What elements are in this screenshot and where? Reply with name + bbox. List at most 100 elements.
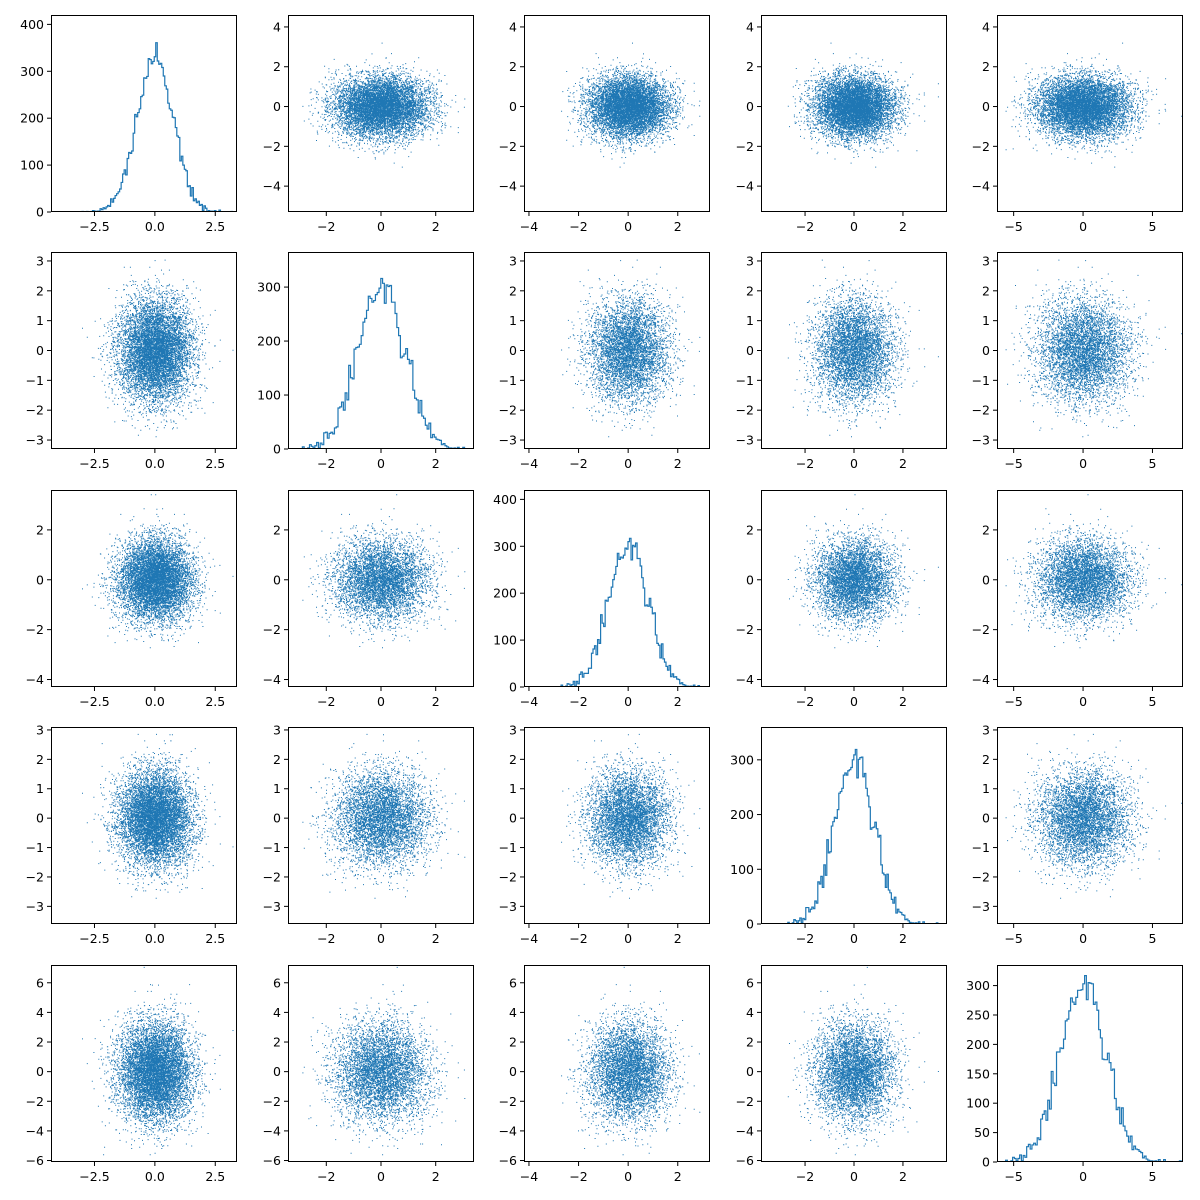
y-tick-label: 0 bbox=[273, 811, 281, 826]
y-tick-label: −4 bbox=[972, 179, 990, 194]
x-tick-label: −2 bbox=[317, 931, 335, 946]
y-tick-label: 300 bbox=[966, 978, 990, 993]
y-tick-label: 0 bbox=[746, 99, 754, 114]
x-tick-label: 2 bbox=[899, 219, 907, 234]
x-tick-label: −5 bbox=[1004, 694, 1022, 709]
y-tick-label: −2 bbox=[263, 622, 281, 637]
y-tick-label: 2 bbox=[982, 59, 990, 74]
scatter-points bbox=[561, 43, 714, 168]
x-tick-label: −2 bbox=[569, 694, 587, 709]
y-tick-label: 2 bbox=[36, 1035, 44, 1050]
y-tick-label: −2 bbox=[972, 622, 990, 637]
x-tick-label: −4 bbox=[520, 694, 538, 709]
x-tick-label: 0 bbox=[377, 694, 385, 709]
x-tick-label: −4 bbox=[520, 456, 538, 471]
y-tick-label: −3 bbox=[736, 433, 754, 448]
y-tick-label: 0 bbox=[273, 1064, 281, 1079]
y-tick-label: 6 bbox=[746, 975, 754, 990]
x-tick-label: 0 bbox=[377, 456, 385, 471]
x-tick-label: 0 bbox=[850, 931, 858, 946]
y-tick-label: 2 bbox=[746, 283, 754, 298]
y-tick-label: 6 bbox=[273, 975, 281, 990]
x-tick-label: 0.0 bbox=[145, 931, 165, 946]
y-tick-label: 4 bbox=[746, 1005, 754, 1020]
x-tick-label: 0 bbox=[850, 456, 858, 471]
y-tick-label: 0 bbox=[746, 572, 754, 587]
x-tick-label: −2 bbox=[796, 219, 814, 234]
x-tick-label: 5 bbox=[1148, 1169, 1156, 1184]
axes-frame bbox=[525, 491, 710, 687]
x-tick-label: 0 bbox=[1079, 219, 1087, 234]
scatter-points bbox=[788, 43, 939, 168]
x-tick-label: 5 bbox=[1148, 931, 1156, 946]
y-tick-label: 3 bbox=[509, 253, 517, 268]
y-tick-label: 150 bbox=[966, 1066, 990, 1081]
y-tick-label: −4 bbox=[499, 1123, 517, 1138]
x-tick-label: 0 bbox=[850, 1169, 858, 1184]
histogram-outline bbox=[82, 43, 232, 212]
x-tick-label: −2 bbox=[796, 456, 814, 471]
y-tick-label: 200 bbox=[20, 111, 44, 126]
x-tick-label: 2.5 bbox=[205, 931, 225, 946]
x-tick-label: −4 bbox=[520, 1169, 538, 1184]
y-tick-label: 100 bbox=[20, 158, 44, 173]
scatter-points bbox=[1006, 494, 1183, 648]
scatter-points bbox=[302, 494, 481, 648]
scatter-points bbox=[788, 494, 939, 648]
x-tick-label: −2 bbox=[317, 219, 335, 234]
y-tick-label: −6 bbox=[263, 1153, 281, 1168]
x-tick-label: −2 bbox=[796, 931, 814, 946]
y-tick-label: −2 bbox=[263, 1094, 281, 1109]
y-tick-label: 2 bbox=[273, 59, 281, 74]
y-tick-label: −3 bbox=[499, 899, 517, 914]
y-tick-label: 1 bbox=[509, 313, 517, 328]
y-tick-label: −3 bbox=[972, 899, 990, 914]
x-tick-label: −2.5 bbox=[79, 456, 109, 471]
x-tick-label: 0 bbox=[624, 694, 632, 709]
x-tick-label: 0 bbox=[624, 931, 632, 946]
y-tick-label: 0 bbox=[746, 1064, 754, 1079]
y-tick-label: −1 bbox=[736, 373, 754, 388]
y-tick-label: 1 bbox=[982, 313, 990, 328]
y-tick-label: 300 bbox=[730, 752, 754, 767]
y-tick-label: −2 bbox=[499, 1094, 517, 1109]
y-tick-label: 4 bbox=[273, 1005, 281, 1020]
y-tick-label: −2 bbox=[972, 139, 990, 154]
x-tick-label: −2.5 bbox=[79, 694, 109, 709]
x-tick-label: −2 bbox=[317, 456, 335, 471]
scatter-panel-2-4: −5 0 5−4−202 bbox=[972, 491, 1183, 710]
y-tick-label: 2 bbox=[36, 283, 44, 298]
scatter-points bbox=[302, 967, 481, 1155]
y-tick-label: −4 bbox=[263, 1123, 281, 1138]
x-tick-label: −5 bbox=[1004, 1169, 1022, 1184]
y-tick-label: 1 bbox=[36, 781, 44, 796]
y-tick-label: 0 bbox=[509, 680, 517, 695]
x-tick-label: 2 bbox=[432, 694, 440, 709]
x-tick-label: 2 bbox=[674, 456, 682, 471]
x-tick-label: 2 bbox=[432, 219, 440, 234]
y-tick-label: −2 bbox=[263, 139, 281, 154]
y-tick-label: 2 bbox=[509, 59, 517, 74]
y-tick-label: 0 bbox=[982, 1155, 990, 1170]
x-tick-label: 2 bbox=[674, 1169, 682, 1184]
y-tick-label: −2 bbox=[972, 869, 990, 884]
x-tick-label: −2.5 bbox=[79, 931, 109, 946]
scatter-points bbox=[82, 967, 234, 1155]
y-tick-label: −1 bbox=[499, 840, 517, 855]
y-tick-label: −4 bbox=[736, 672, 754, 687]
y-tick-label: −2 bbox=[736, 622, 754, 637]
y-tick-label: 2 bbox=[982, 752, 990, 767]
x-tick-label: 0 bbox=[377, 1169, 385, 1184]
y-tick-label: −3 bbox=[26, 899, 44, 914]
x-tick-label: 5 bbox=[1148, 456, 1156, 471]
y-tick-label: −2 bbox=[263, 869, 281, 884]
scatter-points bbox=[302, 717, 481, 898]
scatter-points bbox=[561, 717, 714, 898]
axes-frame bbox=[998, 966, 1183, 1162]
x-tick-label: 2 bbox=[899, 1169, 907, 1184]
